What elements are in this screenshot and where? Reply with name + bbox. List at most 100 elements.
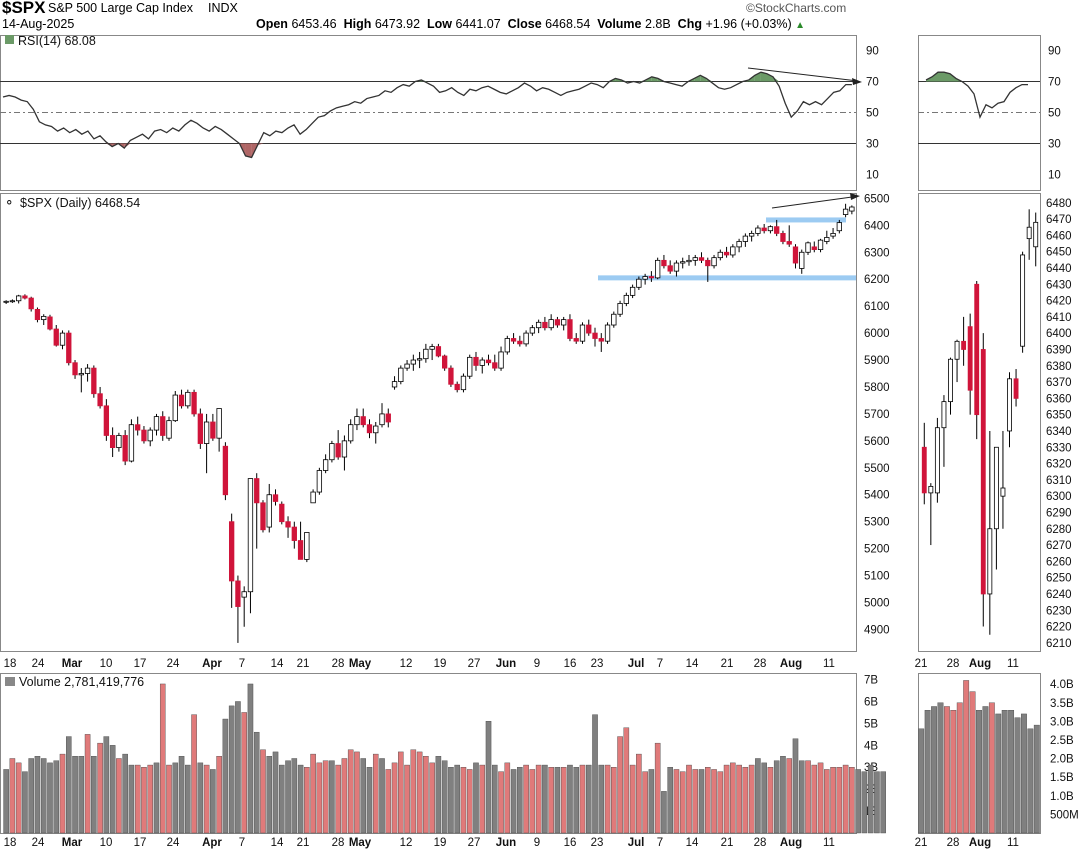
volume-tick-label: 7B: [864, 675, 878, 687]
volume-bar: [310, 753, 316, 834]
volume-bar: [617, 736, 623, 834]
volume-bar: [22, 771, 28, 834]
candle-body: [786, 241, 792, 245]
volume-bar: [109, 745, 116, 834]
volume-bar: [567, 764, 573, 834]
x-tick-label-bottom: 16: [564, 837, 577, 849]
candle-body: [310, 491, 316, 504]
high-label: High: [343, 17, 372, 31]
zoom-candle-body: [1020, 254, 1026, 347]
volume-bar: [398, 751, 404, 834]
zoom-price-tick-label: 6280: [1046, 524, 1072, 536]
volume-bar: [705, 767, 711, 834]
volume-bar: [72, 756, 78, 834]
volume-tick-label: 4B: [864, 740, 878, 752]
volume-bar: [404, 764, 410, 834]
candle-body: [535, 321, 542, 329]
rsi-oversold-fill: [257, 143, 264, 146]
candle-body: [172, 394, 178, 422]
x-tick-label-bottom: 28: [754, 837, 767, 849]
close-label: Close: [507, 17, 542, 31]
volume-bar: [122, 753, 128, 834]
volume-bar: [786, 758, 792, 834]
volume-bar: [711, 769, 717, 834]
candle-body: [385, 413, 391, 423]
volume-bar: [241, 712, 247, 834]
candle-body: [72, 362, 78, 376]
volume-bar: [34, 756, 41, 834]
x-tick-label: 19: [434, 658, 447, 670]
volume-bar: [717, 771, 724, 834]
candle-body: [692, 257, 698, 261]
candle-body: [191, 391, 197, 415]
price-tick-label: 6400: [864, 220, 890, 232]
candle-body: [698, 257, 705, 261]
zoom-volume-bar: [969, 691, 976, 834]
zoom-price-tick-label: 6440: [1046, 263, 1072, 275]
candle-body: [817, 239, 824, 250]
zoom-candle-body: [987, 528, 993, 595]
x-tick-label-bottom: 9: [534, 837, 540, 849]
x-tick-label: Aug: [780, 658, 802, 670]
volume-bar: [454, 764, 460, 834]
volume-bar: [855, 769, 861, 834]
volume-bar: [830, 767, 836, 834]
zoom-volume-bar: [982, 706, 989, 834]
x-tick-label: 27: [468, 658, 481, 670]
x-tick-label-bottom: 28: [332, 837, 345, 849]
x-tick-label-bottom: 27: [468, 837, 481, 849]
close-value: 6468.54: [545, 17, 591, 31]
volume-bar: [366, 767, 373, 834]
x-tick-label: 10: [100, 658, 113, 670]
rsi-oversold-fill: [245, 143, 252, 158]
volume-bar: [178, 756, 185, 834]
volume-bar: [103, 736, 110, 834]
candle-body: [141, 429, 147, 442]
volume-bar: [391, 762, 398, 834]
zoom-candle-body: [1007, 378, 1012, 432]
volume-bar: [792, 738, 799, 834]
candle-body: [485, 359, 492, 364]
volume-bar: [748, 764, 755, 834]
volume-bar: [141, 767, 147, 834]
zoom-volume-bar: [988, 702, 995, 834]
volume-bar: [498, 771, 504, 834]
candle-body: [680, 261, 686, 264]
candle-body: [335, 443, 341, 458]
rsi-label: RSI(14) 68.08: [18, 34, 96, 48]
zoom-rsi-tick-label: 70: [1048, 77, 1061, 89]
high-value: 6473.92: [374, 17, 421, 31]
rsi-overbought-fill: [700, 75, 707, 82]
zoom-price-tick-label: 6290: [1046, 507, 1072, 519]
zoom-volume-panel: 500M 1.0B 1.5B 2.0B 2.5B 3.0B 3.5B 4.0B: [918, 673, 1079, 834]
zoom-x-tick-label-bottom: 28: [947, 837, 960, 849]
x-tick-label-bottom: Apr: [202, 837, 222, 849]
candle-body: [22, 295, 28, 299]
candle-body: [561, 319, 567, 326]
candle-body: [454, 383, 460, 391]
candle-body: [667, 265, 673, 272]
volume-bar: [153, 762, 160, 834]
candle-body: [185, 391, 191, 407]
zoom-price-tick-label: 6380: [1046, 361, 1072, 373]
candle-body: [755, 227, 761, 234]
zoom-volume-bar: [1014, 717, 1021, 834]
x-tick-label: 21: [297, 658, 310, 670]
x-tick-label-bottom: 14: [271, 837, 284, 849]
zoom-volume-tick-label: 1.0B: [1050, 791, 1074, 803]
volume-bar: [598, 764, 605, 834]
candle-body: [761, 227, 767, 232]
candle-body: [241, 591, 247, 598]
volume-bar: [585, 764, 592, 834]
volume-bar: [260, 749, 266, 834]
volume-bar: [435, 756, 442, 834]
candle-body: [567, 319, 573, 339]
candle-body: [429, 346, 435, 350]
volume-bar: [91, 756, 97, 834]
volume-bar: [203, 764, 210, 834]
x-tick-label: Apr: [202, 658, 222, 670]
x-tick-label: 23: [591, 658, 604, 670]
price-tick-label: 6100: [864, 301, 890, 313]
zoom-x-tick-label: 21: [915, 658, 928, 670]
zoom-price-tick-label: 6250: [1046, 573, 1072, 585]
